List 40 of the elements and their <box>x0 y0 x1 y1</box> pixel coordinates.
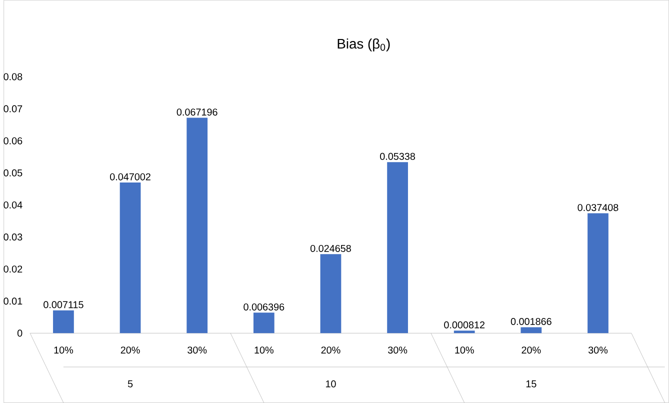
bar <box>186 118 208 334</box>
x-tick-label: 20% <box>522 346 541 354</box>
y-tick-label: 0.01 <box>4 298 22 305</box>
data-label: 0.024658 <box>310 244 351 252</box>
bar <box>588 213 608 334</box>
y-tick-label: 0.07 <box>4 105 22 112</box>
x-tick-label: 30% <box>388 346 408 354</box>
y-tick-label: 0.06 <box>4 137 22 144</box>
text: 15 <box>526 380 536 388</box>
x-tick-label: 20% <box>120 346 140 354</box>
data-label: 0.05338 <box>380 152 416 160</box>
data-label: 0.067196 <box>176 108 218 116</box>
bar <box>253 312 274 334</box>
data-label: 0.000812 <box>444 321 485 328</box>
data-label: 0.001866 <box>510 318 552 326</box>
bar <box>520 327 542 334</box>
y-tick-label: 0.04 <box>4 201 22 208</box>
data-label: 0.037408 <box>578 204 618 212</box>
chart-title: Bias (β$_{0}$) <box>338 38 390 52</box>
x-tick-label: 10% <box>254 346 274 354</box>
data-label: 0.007115 <box>44 301 84 308</box>
bar <box>320 254 342 334</box>
y-tick-label: 0 <box>17 330 22 337</box>
x-tick-label: 20% <box>321 346 340 354</box>
y-tick-label: 0.08 <box>4 73 22 80</box>
bar <box>53 310 74 334</box>
x-tick-label: 30% <box>588 346 608 354</box>
text: 5 <box>128 380 133 388</box>
bar <box>120 182 141 334</box>
text: 10 <box>326 380 336 388</box>
y-tick-label: 0.05 <box>4 169 22 176</box>
y-tick-label: 0.02 <box>4 266 22 273</box>
x-tick-label: 30% <box>188 346 207 354</box>
bar <box>454 330 475 334</box>
data-label: 0.006396 <box>244 304 284 310</box>
x-tick-label: 10% <box>455 346 474 354</box>
data-label: 0.047002 <box>110 173 150 180</box>
x-tick-label: 10% <box>54 346 74 354</box>
y-tick-label: 0.03 <box>4 234 22 241</box>
bar <box>387 162 408 334</box>
